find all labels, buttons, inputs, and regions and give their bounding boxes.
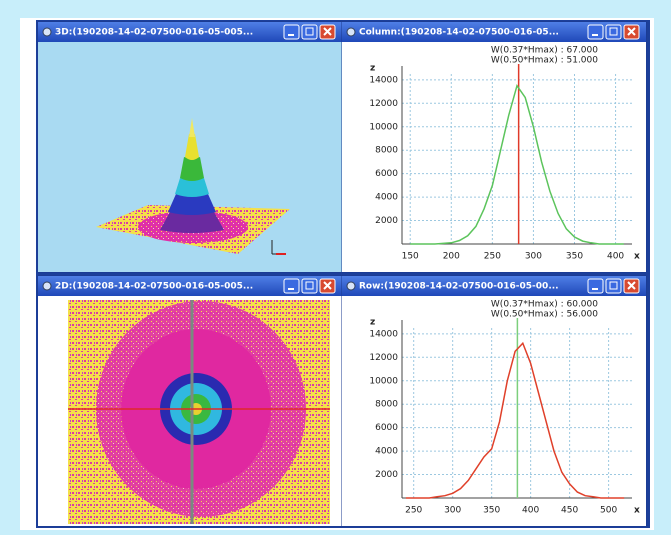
x-tick-label: 150 — [402, 252, 419, 262]
maximize-glyph — [305, 281, 314, 290]
maximize-glyph — [305, 27, 314, 36]
y-tick-label: 6000 — [375, 169, 398, 179]
title-bar — [38, 22, 342, 42]
window-icon — [42, 27, 52, 37]
x-tick-label: 450 — [561, 506, 578, 516]
maximize-glyph — [609, 27, 618, 36]
minimize-glyph — [592, 288, 598, 290]
y-tick-label: 2000 — [375, 470, 398, 480]
window-icon — [346, 281, 356, 291]
x-axis-label: x — [634, 252, 640, 262]
y-tick-label: 8000 — [375, 400, 398, 410]
y-tick-label: 2000 — [375, 216, 398, 226]
maximize-button[interactable] — [301, 24, 318, 40]
peak-band — [185, 134, 199, 160]
y-tick-label: 10000 — [369, 376, 398, 386]
x-tick-label: 200 — [443, 252, 460, 262]
x-tick-label: 300 — [444, 506, 461, 516]
x-axis-label: x — [634, 506, 640, 516]
minimize-glyph — [592, 34, 598, 36]
x-tick-label: 400 — [522, 506, 539, 516]
minimize-button[interactable] — [283, 24, 300, 40]
close-glyph — [627, 27, 636, 36]
y-tick-label: 10000 — [369, 122, 398, 132]
window-icon — [346, 27, 356, 37]
window-icon — [42, 281, 52, 291]
x-tick-label: 250 — [484, 252, 501, 262]
close-glyph — [323, 27, 332, 36]
y-axis-label: z — [370, 318, 375, 328]
profile-line — [410, 83, 624, 245]
minimize-glyph — [288, 34, 294, 36]
window-title: Column:(190208-14-02-07500-016-05... — [359, 28, 559, 38]
minimize-button[interactable] — [283, 278, 300, 294]
x-tick-label: 400 — [607, 252, 624, 262]
minimize-glyph — [288, 288, 294, 290]
title-bar — [342, 22, 646, 42]
window-title: Row:(190208-14-02-07500-016-05-00... — [359, 282, 559, 292]
minimize-button[interactable] — [587, 278, 604, 294]
title-bar — [38, 276, 342, 296]
window-title: 2D:(190208-14-02-07500-016-05-005... — [55, 282, 253, 292]
annotation: W(0.37*Hmax) : 67.000 — [491, 46, 598, 56]
peak-band — [168, 194, 216, 215]
maximize-glyph — [609, 281, 618, 290]
peak-band — [160, 212, 224, 233]
maximize-button[interactable] — [605, 278, 622, 294]
y-tick-label: 8000 — [375, 146, 398, 156]
peak-band — [175, 178, 209, 197]
annotation: W(0.50*Hmax) : 51.000 — [491, 56, 598, 66]
title-bar — [342, 276, 646, 296]
y-tick-label: 6000 — [375, 423, 398, 433]
annotation: W(0.37*Hmax) : 60.000 — [491, 300, 598, 310]
y-tick-label: 12000 — [369, 353, 398, 363]
minimize-button[interactable] — [587, 24, 604, 40]
window-title: 3D:(190208-14-02-07500-016-05-005... — [55, 28, 253, 38]
y-tick-label: 12000 — [369, 99, 398, 109]
peak-band — [180, 157, 204, 181]
x-tick-label: 250 — [405, 506, 422, 516]
y-tick-label: 14000 — [369, 75, 398, 85]
maximize-button[interactable] — [605, 24, 622, 40]
y-tick-label: 4000 — [375, 447, 398, 457]
close-glyph — [627, 281, 636, 290]
x-tick-label: 350 — [483, 506, 500, 516]
profile-line — [405, 341, 625, 499]
y-axis-label: z — [370, 64, 375, 74]
x-tick-label: 500 — [600, 506, 617, 516]
y-tick-label: 4000 — [375, 193, 398, 203]
annotation: W(0.50*Hmax) : 56.000 — [491, 310, 598, 320]
close-glyph — [323, 281, 332, 290]
x-tick-label: 300 — [525, 252, 542, 262]
peak-tip — [189, 118, 195, 137]
y-tick-label: 14000 — [369, 329, 398, 339]
maximize-button[interactable] — [301, 278, 318, 294]
x-tick-label: 350 — [566, 252, 583, 262]
